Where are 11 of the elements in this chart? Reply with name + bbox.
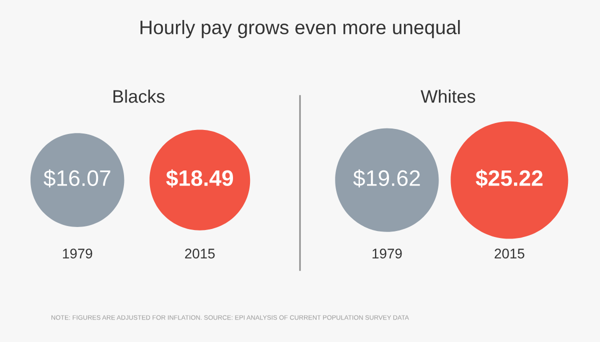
category-label: 2015: [494, 248, 524, 259]
data-label: $16.07: [44, 169, 110, 188]
data-label: $18.49: [166, 169, 234, 188]
text: Blacks: [113, 90, 165, 103]
category-label: 2015: [185, 248, 215, 259]
category-label: 1979: [372, 248, 402, 259]
data-label: $25.22: [476, 169, 543, 188]
text: Whites: [420, 90, 476, 103]
text: Hourly pay grows even more unequal: [140, 20, 460, 38]
category-label: 1979: [62, 248, 92, 259]
data-label: $19.62: [353, 169, 420, 188]
